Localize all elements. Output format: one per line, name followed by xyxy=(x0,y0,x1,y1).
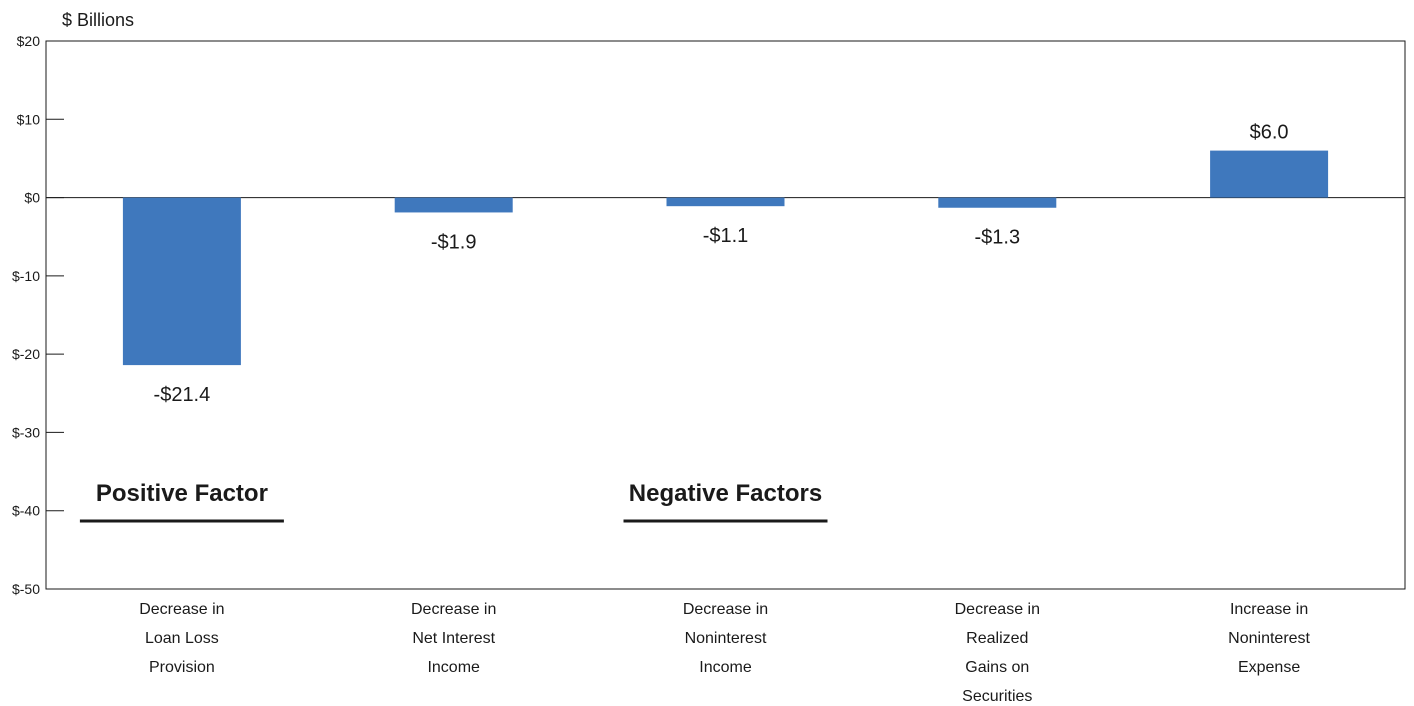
category-label-line: Increase in xyxy=(1230,601,1308,618)
data-label: -$1.9 xyxy=(431,231,477,253)
y-tick-label: $-20 xyxy=(12,346,40,362)
y-tick-label: $-30 xyxy=(12,424,40,440)
category-label-line: Decrease in xyxy=(683,601,768,618)
data-labels: -$21.4 -$1.9 -$1.1 -$1.3 $6.0 xyxy=(154,122,1289,407)
y-tick-label: $-50 xyxy=(12,581,40,597)
category-label: Increase in Noninterest Expense xyxy=(1228,601,1310,676)
y-tick-label: $0 xyxy=(24,190,40,206)
category-label-line: Gains on xyxy=(965,659,1029,676)
bar xyxy=(938,197,1057,208)
y-tick-label: $-10 xyxy=(12,268,40,284)
category-label-line: Income xyxy=(427,659,480,676)
category-label-line: Securities xyxy=(962,688,1032,705)
category-label: Decrease in Net Interest Income xyxy=(411,601,496,676)
group-annotation-label: Negative Factors xyxy=(629,480,822,507)
data-label: $6.0 xyxy=(1250,122,1289,144)
category-label-line: Net Interest xyxy=(412,630,495,647)
category-label-line: Decrease in xyxy=(411,601,496,618)
bar xyxy=(394,197,513,213)
y-tick-label: $10 xyxy=(17,111,41,127)
bar xyxy=(122,197,241,366)
category-label: Decrease in Loan Loss Provision xyxy=(139,601,224,676)
category-label-line: Decrease in xyxy=(139,601,224,618)
category-label: Decrease in Noninterest Income xyxy=(683,601,768,676)
bar xyxy=(666,197,785,207)
category-label-line: Realized xyxy=(966,630,1028,647)
y-axis-ticks: $20 $10 $0 $-10 $-20 $-30 $-40 $-50 xyxy=(12,33,64,597)
category-label-line: Loan Loss xyxy=(145,630,219,647)
data-label: -$1.1 xyxy=(703,225,749,247)
group-annotation-label: Positive Factor xyxy=(96,480,268,507)
bars xyxy=(122,150,1329,366)
category-label-line: Income xyxy=(699,659,752,676)
y-tick-label: $-40 xyxy=(12,503,40,519)
category-label-line: Noninterest xyxy=(685,630,767,647)
plot-frame xyxy=(45,40,1406,590)
bar xyxy=(1210,150,1329,198)
data-label: -$1.3 xyxy=(975,227,1021,249)
category-label-line: Noninterest xyxy=(1228,630,1310,647)
group-annotations: Positive Factor Negative Factors xyxy=(79,480,828,523)
category-label-line: Provision xyxy=(149,659,215,676)
data-label: -$21.4 xyxy=(154,384,211,406)
y-tick-label: $20 xyxy=(17,33,41,49)
y-axis-unit-label: $ Billions xyxy=(62,10,134,30)
category-label-line: Expense xyxy=(1238,659,1300,676)
category-label: Decrease in Realized Gains on Securities xyxy=(955,601,1040,705)
category-label-line: Decrease in xyxy=(955,601,1040,618)
